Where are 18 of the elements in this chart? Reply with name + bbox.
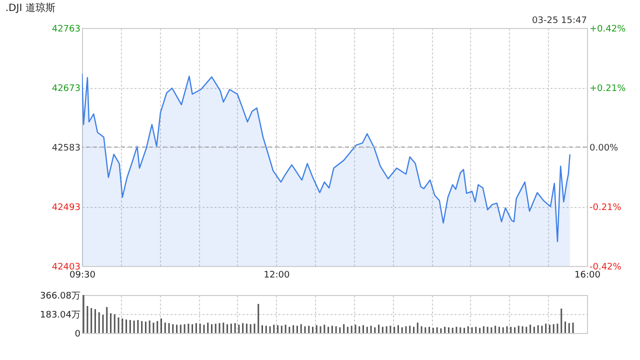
y2-tick-label: 0.00% — [590, 144, 619, 154]
y-tick-label: 366.08万 — [40, 292, 80, 302]
x-tick-label: 12:00 — [264, 270, 290, 280]
y-tick-label: 42763 — [52, 24, 80, 34]
y-tick-label: 42403 — [52, 262, 80, 272]
y2-tick-label: +0.42% — [590, 24, 626, 34]
y2-tick-label: -0.42% — [590, 262, 622, 272]
y-tick-label: 42583 — [52, 144, 80, 154]
y-tick-label: 42673 — [52, 84, 80, 94]
x-tick-label: 16:00 — [574, 270, 601, 280]
chart-title: .DJI 道琼斯 — [5, 2, 56, 14]
y-tick-label: 42493 — [52, 203, 80, 213]
y-tick-label: 183.04万 — [40, 310, 80, 320]
y2-tick-label: +0.21% — [590, 84, 626, 94]
x-tick-label: 09:30 — [70, 270, 96, 280]
y2-tick-label: -0.21% — [590, 203, 622, 213]
y-tick-label: 0 — [74, 330, 81, 340]
text: 03-25 15:47 — [532, 16, 587, 26]
